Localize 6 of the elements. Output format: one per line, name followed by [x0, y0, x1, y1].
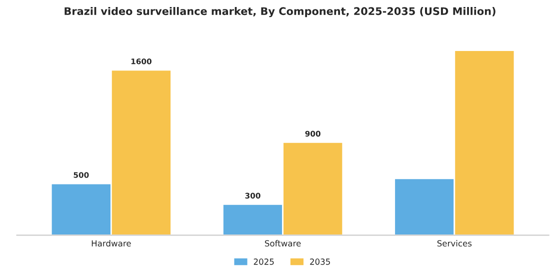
legend-label: 2025 — [254, 258, 274, 265]
x-tick-label: Services — [437, 240, 472, 247]
x-tick-label: Software — [264, 240, 301, 247]
chart-title: Brazil video surveillance market, By Component, 2025-2035 (USD Million) — [64, 7, 496, 18]
x-tick-label: Hardware — [92, 240, 131, 247]
legend-label: 2035 — [310, 258, 330, 265]
